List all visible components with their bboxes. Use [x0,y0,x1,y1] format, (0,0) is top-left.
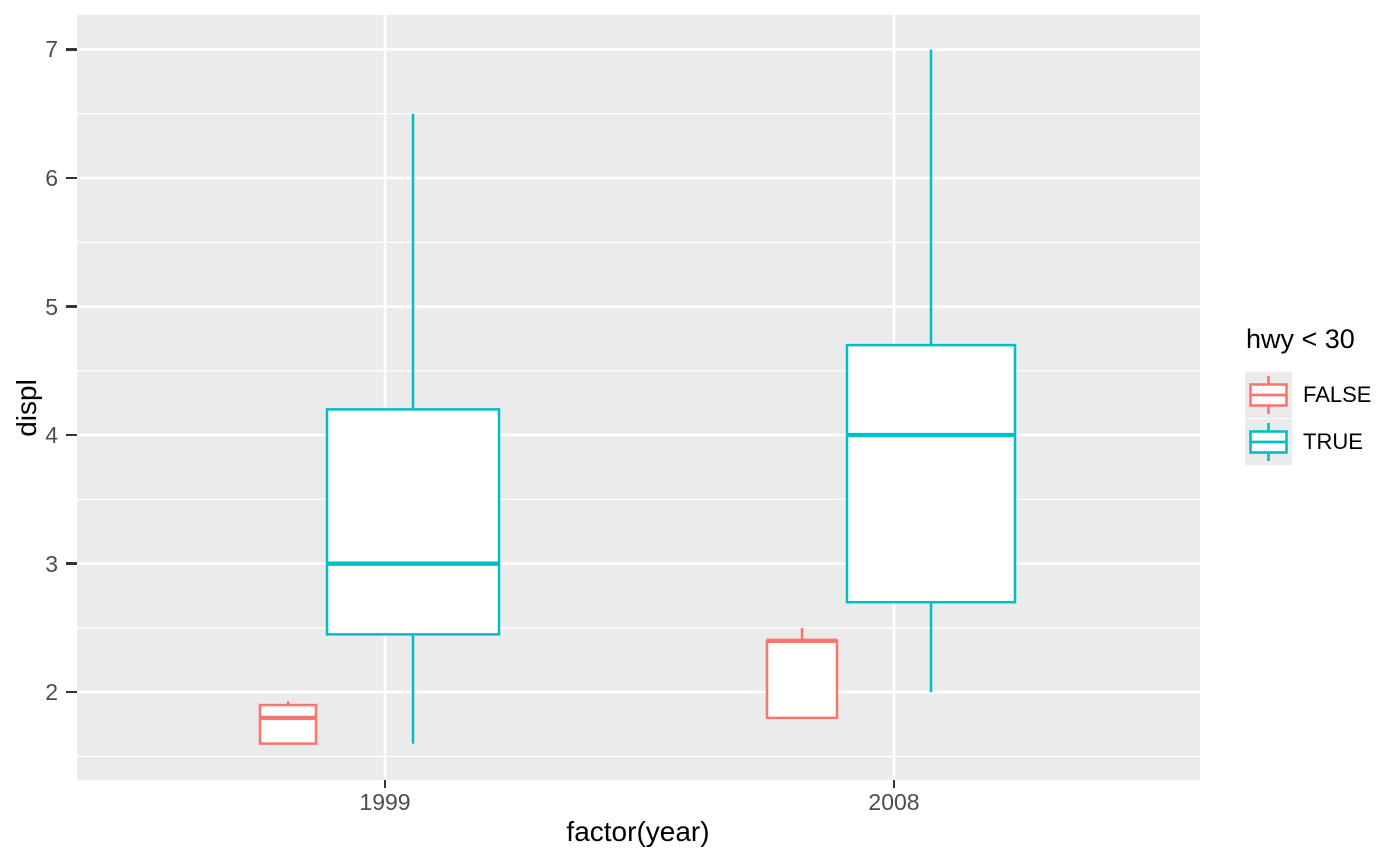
y-tick-label: 5 [45,293,58,320]
y-tick-label: 4 [45,422,58,449]
y-tick-label: 7 [45,36,58,63]
x-axis-title: factor(year) [566,816,710,847]
legend-label-false: FALSE [1303,382,1372,407]
boxplot-glyph-true-icon [1249,423,1288,461]
box-1999-true-iqr [325,408,501,636]
box-2008-false-iqr [765,639,839,720]
y-tick-mark [66,305,77,308]
y-tick-label: 6 [45,165,58,191]
y-tick-label: 3 [45,550,58,577]
y-tick-label: 2 [45,679,58,706]
legend-key-false [1245,372,1292,418]
x-tick-mark [383,780,387,788]
plot-canvas [77,15,1200,780]
box-2008-true-iqr [845,343,1017,604]
plot-panel [77,15,1200,780]
boxplot-glyph-false-icon [1249,376,1288,414]
x-tick-label: 2008 [868,789,920,815]
y-tick-mark [66,176,77,180]
legend-title: hwy < 30 [1246,324,1355,354]
y-axis-title: displ [11,379,42,437]
x-tick-label: 1999 [359,789,411,815]
legend-key-true [1245,419,1292,465]
y-tick-mark [66,562,77,565]
x-tick-mark [892,780,896,788]
y-tick-mark [66,433,77,437]
box-1999-false-iqr [258,703,318,745]
y-tick-mark [66,691,77,694]
legend-label-true: TRUE [1303,429,1363,454]
y-tick-mark [66,48,77,51]
